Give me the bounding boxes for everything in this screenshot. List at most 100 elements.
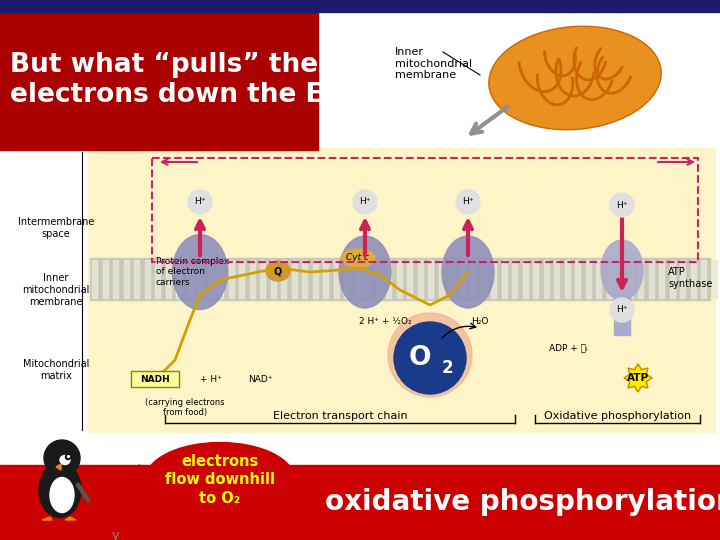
Bar bbox=[397, 260, 402, 298]
Bar bbox=[554, 260, 559, 298]
Bar bbox=[438, 260, 444, 298]
Circle shape bbox=[610, 298, 634, 322]
Bar bbox=[428, 260, 433, 298]
Bar bbox=[90, 258, 710, 300]
Bar bbox=[614, 295, 630, 335]
Circle shape bbox=[388, 313, 472, 397]
Text: Oxidative phosphorylation: Oxidative phosphorylation bbox=[544, 411, 692, 421]
Text: Inner
mitochondrial
membrane: Inner mitochondrial membrane bbox=[395, 47, 472, 80]
Bar bbox=[292, 260, 297, 298]
Polygon shape bbox=[108, 465, 140, 490]
Bar bbox=[207, 260, 212, 298]
Ellipse shape bbox=[173, 234, 228, 309]
Bar bbox=[670, 260, 675, 298]
Bar bbox=[92, 260, 97, 298]
Text: ADP + ⓟᵢ: ADP + ⓟᵢ bbox=[549, 343, 588, 353]
Text: Q: Q bbox=[274, 266, 282, 276]
Ellipse shape bbox=[442, 236, 494, 308]
Text: oxidative phosphorylation: oxidative phosphorylation bbox=[325, 488, 720, 516]
Text: H⁺: H⁺ bbox=[462, 198, 474, 206]
Bar bbox=[606, 260, 611, 298]
Bar bbox=[690, 260, 696, 298]
Polygon shape bbox=[65, 517, 76, 520]
Bar bbox=[155, 260, 160, 298]
Bar bbox=[502, 260, 506, 298]
Bar bbox=[365, 260, 370, 298]
Bar bbox=[344, 260, 349, 298]
Polygon shape bbox=[42, 517, 52, 520]
Bar bbox=[124, 260, 128, 298]
Ellipse shape bbox=[60, 456, 70, 464]
Bar bbox=[523, 260, 528, 298]
Ellipse shape bbox=[339, 236, 391, 308]
Polygon shape bbox=[56, 464, 61, 470]
Text: Electron transport chain: Electron transport chain bbox=[273, 411, 408, 421]
Text: NADH: NADH bbox=[140, 375, 170, 383]
Bar bbox=[113, 260, 118, 298]
Bar bbox=[218, 260, 223, 298]
Bar bbox=[701, 260, 706, 298]
Bar bbox=[638, 260, 643, 298]
Bar bbox=[617, 260, 622, 298]
Text: Inner
mitochondrial
membrane: Inner mitochondrial membrane bbox=[22, 273, 90, 307]
Bar bbox=[680, 260, 685, 298]
Text: H⁺: H⁺ bbox=[359, 198, 371, 206]
Bar bbox=[271, 260, 276, 298]
Text: Cyt c: Cyt c bbox=[346, 253, 369, 262]
Ellipse shape bbox=[341, 249, 375, 267]
Bar bbox=[0, 465, 720, 540]
Bar bbox=[323, 260, 328, 298]
Text: O: O bbox=[409, 345, 431, 371]
Text: But what “pulls” the
electrons down the ETC?: But what “pulls” the electrons down the … bbox=[10, 51, 377, 109]
Bar bbox=[711, 260, 716, 298]
Bar bbox=[512, 260, 517, 298]
Text: ATP: ATP bbox=[627, 373, 649, 383]
Ellipse shape bbox=[601, 240, 643, 300]
Circle shape bbox=[456, 190, 480, 214]
Circle shape bbox=[394, 322, 466, 394]
Bar bbox=[533, 260, 538, 298]
Bar bbox=[354, 260, 359, 298]
Bar bbox=[449, 260, 454, 298]
Bar bbox=[186, 260, 192, 298]
Bar bbox=[585, 260, 590, 298]
Circle shape bbox=[66, 455, 71, 460]
Text: electrons
flow downhill
to O₂: electrons flow downhill to O₂ bbox=[165, 454, 275, 506]
Text: ATP
synthase: ATP synthase bbox=[668, 267, 712, 289]
Bar bbox=[418, 260, 423, 298]
Bar bbox=[197, 260, 202, 298]
Bar bbox=[480, 260, 485, 298]
Bar bbox=[281, 260, 286, 298]
Circle shape bbox=[353, 190, 377, 214]
Bar bbox=[628, 260, 632, 298]
Bar bbox=[0, 12, 318, 150]
Ellipse shape bbox=[266, 261, 290, 281]
Text: H⁺: H⁺ bbox=[616, 200, 628, 210]
Bar bbox=[659, 260, 664, 298]
Text: + H⁺: + H⁺ bbox=[200, 375, 222, 383]
Bar bbox=[491, 260, 496, 298]
Circle shape bbox=[68, 456, 70, 457]
Bar bbox=[145, 260, 150, 298]
Ellipse shape bbox=[39, 462, 81, 517]
FancyBboxPatch shape bbox=[131, 371, 179, 387]
Ellipse shape bbox=[490, 28, 660, 129]
Bar bbox=[407, 260, 412, 298]
Text: H⁺: H⁺ bbox=[194, 198, 206, 206]
Circle shape bbox=[610, 193, 634, 217]
Bar bbox=[564, 260, 570, 298]
Bar bbox=[260, 260, 265, 298]
Bar bbox=[544, 260, 549, 298]
Text: H₂O: H₂O bbox=[472, 318, 489, 327]
Bar bbox=[302, 260, 307, 298]
Bar bbox=[470, 260, 475, 298]
Bar bbox=[386, 260, 391, 298]
Bar bbox=[0, 0, 720, 12]
Bar bbox=[312, 260, 318, 298]
Bar bbox=[102, 260, 107, 298]
Ellipse shape bbox=[145, 442, 295, 517]
Bar bbox=[575, 260, 580, 298]
Bar bbox=[88, 148, 715, 432]
Bar bbox=[596, 260, 601, 298]
Text: (carrying electrons
from food): (carrying electrons from food) bbox=[145, 398, 225, 417]
